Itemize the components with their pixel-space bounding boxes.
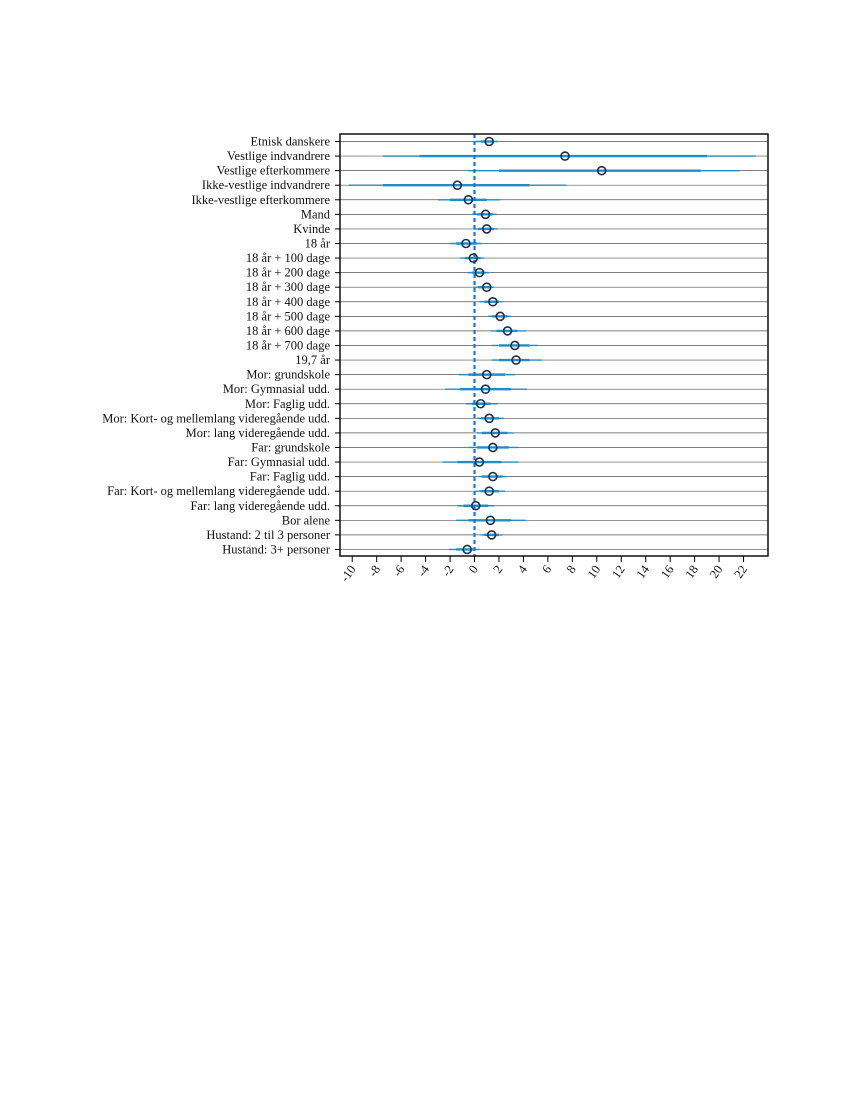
category-label: Ikke-vestlige efterkommere <box>192 193 331 207</box>
category-label: Mor: lang videregående udd. <box>186 426 330 440</box>
x-tick-label: 6 <box>539 563 554 576</box>
estimate-marker <box>486 530 497 540</box>
estimate-marker <box>510 340 520 351</box>
estimate-marker <box>484 486 494 496</box>
x-tick-label: -10 <box>338 563 359 585</box>
category-label: Etnisk danskere <box>251 135 331 149</box>
estimate-marker <box>463 194 474 205</box>
category-label: 18 år + 400 dage <box>246 295 331 309</box>
plot-frame <box>335 133 769 557</box>
category-label: 18 år + 100 dage <box>246 251 331 265</box>
category-label: Mor: Kort- og mellemlang videregående ud… <box>102 411 330 425</box>
category-label: Vestlige indvandrere <box>227 149 331 163</box>
estimate-marker <box>481 224 492 234</box>
x-tick-label: 8 <box>564 563 579 576</box>
x-tick-label: 20 <box>707 563 726 581</box>
category-label: 18 år + 200 dage <box>246 266 331 280</box>
x-tick-label: 0 <box>466 563 481 576</box>
category-label: Far: Faglig udd. <box>250 470 330 484</box>
category-label: Mor: Gymnasial udd. <box>223 382 330 396</box>
category-label: Ikke-vestlige indvandrere <box>202 178 331 192</box>
estimate-marker <box>462 544 472 555</box>
category-label: Far: Kort- og mellemlang videregående ud… <box>107 484 330 498</box>
estimate-marker <box>596 165 607 176</box>
x-tick-label: 2 <box>490 563 505 576</box>
category-label: Hustand: 3+ personer <box>222 542 331 556</box>
estimate-marker <box>511 355 521 365</box>
x-tick-label: -2 <box>439 563 456 580</box>
category-label: Kvinde <box>293 222 330 236</box>
category-label: 18 år + 600 dage <box>246 324 331 338</box>
category-label: 18 år + 700 dage <box>246 338 331 352</box>
x-tick-label: -6 <box>390 563 407 580</box>
estimate-marker <box>474 457 485 467</box>
estimate-marker <box>484 136 494 147</box>
estimate-marker <box>490 428 501 438</box>
category-label: 18 år + 300 dage <box>246 280 331 294</box>
estimate-marker <box>488 442 498 453</box>
estimate-marker <box>495 311 505 322</box>
estimate-marker <box>481 369 492 380</box>
estimate-marker <box>461 238 471 249</box>
category-label: Far: grundskole <box>251 440 330 454</box>
category-label: Hustand: 2 til 3 personer <box>206 528 330 542</box>
category-label: Bor alene <box>282 513 331 527</box>
estimate-marker <box>502 326 513 336</box>
point-estimates <box>452 136 607 555</box>
plot-border <box>339 133 769 557</box>
category-label: Mand <box>301 207 331 221</box>
confidence-intervals <box>348 140 756 551</box>
x-tick-label: 12 <box>609 563 628 581</box>
estimate-marker <box>560 151 570 161</box>
x-tick-label: -4 <box>415 562 433 579</box>
estimate-marker <box>468 253 479 263</box>
estimate-marker <box>488 296 498 307</box>
x-tick-label: 10 <box>585 563 604 581</box>
category-label: Mor: Faglig udd. <box>245 397 330 411</box>
x-tick-label: 4 <box>515 562 530 576</box>
category-label: 19,7 år <box>295 353 331 367</box>
category-label: Vestlige efterkommere <box>217 164 331 178</box>
x-tick-label: 18 <box>682 563 701 581</box>
x-tick-label: 14 <box>634 562 653 581</box>
estimate-marker <box>470 500 481 511</box>
category-label: 18 år + 500 dage <box>246 309 331 323</box>
category-label: Mor: grundskole <box>246 368 330 382</box>
category-label: Far: lang videregående udd. <box>190 499 330 513</box>
estimate-marker <box>475 398 486 409</box>
estimate-marker <box>488 471 498 482</box>
x-tick-label: -8 <box>366 563 383 580</box>
x-tick-label: 16 <box>658 563 677 581</box>
category-label: Far: Gymnasial udd. <box>228 455 330 469</box>
estimate-marker <box>480 384 491 394</box>
gridlines <box>340 141 768 550</box>
x-axis-ticks: -10 -8 -6 -4 -2 0 2 4 6 8 10 12 14 16 18 20 22 <box>338 556 750 584</box>
estimate-marker <box>480 209 491 220</box>
estimate-marker <box>452 180 463 191</box>
estimate-marker <box>484 413 494 424</box>
estimate-marker <box>474 267 485 278</box>
estimate-marker <box>485 515 496 526</box>
estimate-marker <box>481 282 492 293</box>
x-tick-label: 22 <box>731 563 750 581</box>
category-label: 18 år <box>305 236 331 250</box>
